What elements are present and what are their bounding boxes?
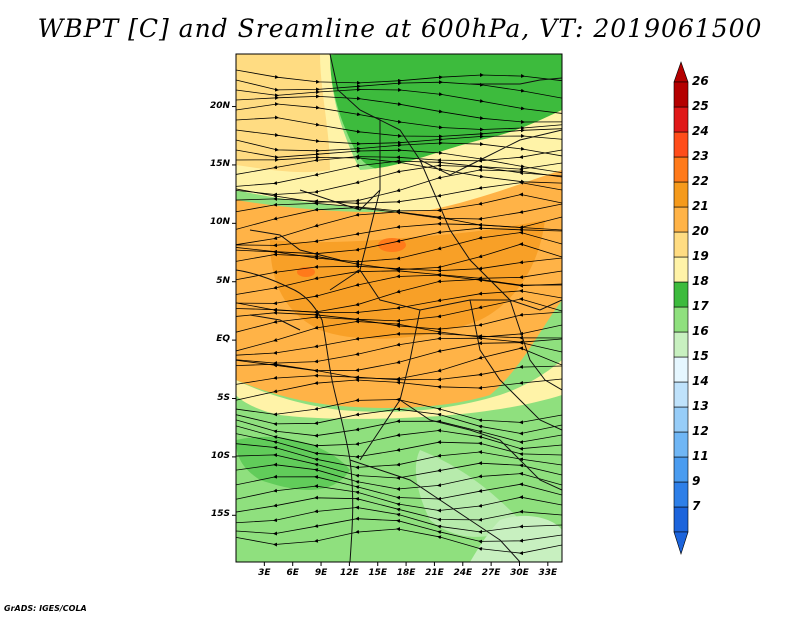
lon-label: 6E [286, 568, 299, 578]
coastlines-borders [236, 54, 562, 562]
colorbar-label: 14 [692, 374, 709, 388]
lat-label: 15N [209, 158, 230, 169]
colorbar-label: 19 [692, 249, 709, 263]
colorbar-label: 23 [692, 149, 709, 163]
map-frame [235, 53, 563, 563]
colorbar-segment [673, 481, 689, 508]
streamline [236, 527, 562, 556]
colorbar-segment [673, 106, 689, 133]
lat-label: 15S [210, 509, 230, 520]
lat-label: EQ [216, 334, 230, 345]
colorbar-segment [673, 506, 689, 533]
lon-label: 3E [258, 568, 271, 578]
colorbar-label: 15 [692, 349, 709, 363]
map-plot-area [236, 54, 562, 562]
colorbar-segment [673, 231, 689, 258]
streamline [236, 377, 562, 401]
colorbar-segment [673, 181, 689, 208]
colorbar-segment [673, 81, 689, 108]
colorbar-segment [673, 156, 689, 183]
colorbar-label: 21 [692, 199, 709, 213]
streamlines [236, 69, 562, 556]
colorbar-segment [673, 256, 689, 283]
colorbar-top-arrow [673, 61, 689, 83]
colorbar-label: 16 [692, 324, 709, 338]
lat-label: 10N [209, 217, 230, 228]
colorbar-segment [673, 206, 689, 233]
axis-ticks [232, 106, 549, 566]
colorbar-label: 18 [692, 274, 709, 288]
colorbar [673, 61, 689, 555]
lon-label: 15E [368, 568, 388, 578]
colorbar-segment [673, 406, 689, 433]
lon-label: 24E [453, 568, 473, 578]
lon-label: 12E [340, 568, 359, 578]
lon-label: 30E [510, 568, 529, 578]
colorbar-label: 25 [692, 99, 709, 113]
lat-label: 20N [209, 100, 230, 111]
colorbar-segment [673, 131, 689, 158]
colorbar-segment [673, 456, 689, 483]
grads-credit: GrADS: IGES/COLA [4, 604, 87, 613]
lon-label: 18E [396, 568, 416, 578]
lon-label: 27E [481, 568, 501, 578]
colorbar-label: 22 [692, 174, 709, 188]
colorbar-label: 13 [692, 399, 709, 413]
lon-label: 33E [538, 568, 558, 578]
colorbar-label: 9 [692, 474, 701, 488]
lon-label: 9E [314, 568, 328, 578]
colorbar-label: 17 [692, 299, 709, 313]
colorbar-label: 11 [692, 449, 709, 463]
colorbar-label: 12 [692, 424, 709, 438]
lat-label: 5N [216, 275, 230, 286]
colorbar-label: 7 [692, 499, 701, 513]
chart-title: WBPT [C] and Sreamline at 600hPa, VT: 20… [37, 14, 763, 43]
colorbar-segment [673, 356, 689, 383]
colorbar-segment [673, 431, 689, 458]
colorbar-segment [673, 281, 689, 308]
colorbar-segment [673, 381, 689, 408]
colorbar-segment [673, 331, 689, 358]
colorbar-label: 26 [692, 74, 709, 88]
lat-label: 5S [217, 392, 230, 403]
lat-label: 10S [210, 450, 230, 461]
colorbar-label: 24 [692, 124, 709, 138]
colorbar-bottom-arrow [673, 531, 689, 555]
colorbar-segment [673, 306, 689, 333]
streamline [236, 155, 562, 184]
colorbar-label: 20 [692, 224, 709, 238]
lon-label: 21E [425, 568, 444, 578]
